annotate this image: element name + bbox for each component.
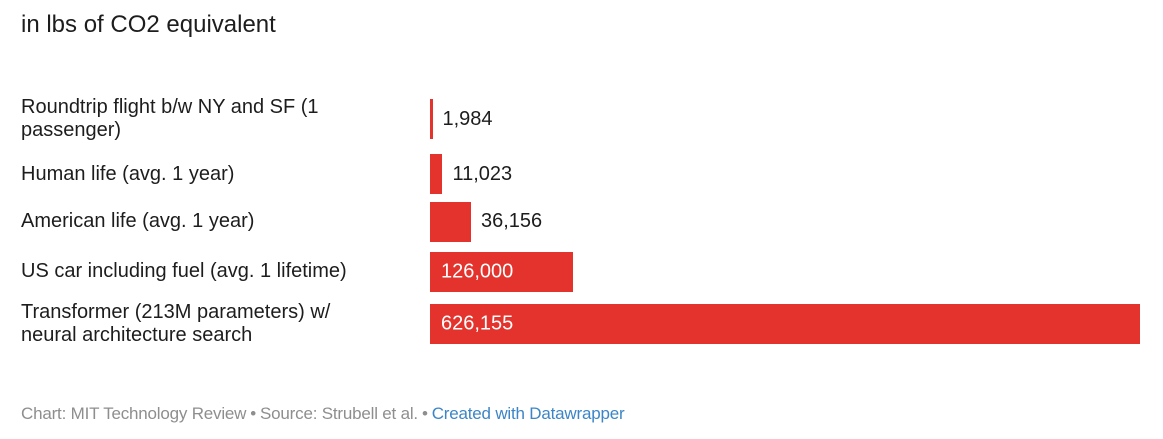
bar-area: 126,000 — [430, 245, 1163, 298]
bar-value: 626,155 — [441, 312, 514, 335]
bar-area: 626,155 — [430, 298, 1163, 350]
bar — [430, 251, 573, 292]
bar-value: 1,984 — [442, 107, 493, 130]
footer-separator: • — [250, 404, 257, 423]
datawrapper-attribution-link[interactable]: Created with Datawrapper — [431, 404, 625, 423]
row-label: Transformer (213M parameters) w/ neural … — [21, 301, 331, 346]
row-label: Human life (avg. 1 year) — [21, 162, 235, 185]
footer-separator: • — [421, 404, 428, 423]
row-label: American life (avg. 1 year) — [21, 210, 255, 232]
bar-chart: Roundtrip flight b/w NY and SF (1 passen… — [0, 88, 1163, 350]
bar-value: 36,156 — [480, 210, 543, 232]
bar-value: 126,000 — [441, 260, 514, 282]
bar — [430, 154, 443, 194]
chart-footer: Chart: MIT Technology Review • Source: Str… — [21, 403, 625, 425]
row-label: Roundtrip flight b/w NY and SF (1 passen… — [21, 96, 319, 141]
bar-area: 11,023 — [430, 150, 1163, 198]
bar-row: Human life (avg. 1 year) 11,023 — [0, 150, 1163, 198]
row-label: US car including fuel (avg. 1 lifetime) — [21, 260, 347, 282]
bar — [430, 99, 433, 139]
bar-row: American life (avg. 1 year) 36,156 — [0, 198, 1163, 245]
bar-row: Transformer (213M parameters) w/ neural … — [0, 298, 1163, 350]
footer-chart-credit: Chart: MIT Technology Review — [21, 404, 247, 423]
footer-source-credit: Source: Strubell et al. — [260, 404, 418, 423]
bar-area: 36,156 — [430, 198, 1163, 245]
chart-title: in lbs of CO2 equivalent — [21, 11, 276, 38]
bar — [430, 201, 471, 242]
bar-row: Roundtrip flight b/w NY and SF (1 passen… — [0, 88, 1163, 150]
bar-value: 11,023 — [452, 162, 513, 185]
bar-area: 1,984 — [430, 88, 1163, 150]
bar — [430, 304, 1140, 344]
bar-row: US car including fuel (avg. 1 lifetime) … — [0, 245, 1163, 298]
